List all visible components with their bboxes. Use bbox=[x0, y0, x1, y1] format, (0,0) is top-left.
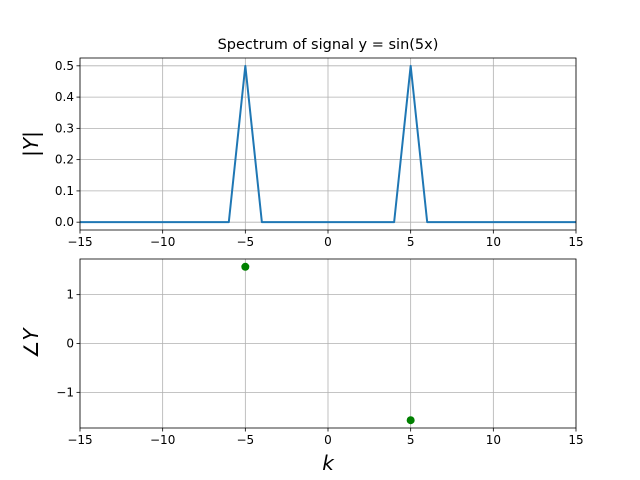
x-tick-label: −5 bbox=[236, 433, 254, 447]
x-tick-label: 0 bbox=[324, 235, 332, 249]
x-tick-label: 10 bbox=[486, 235, 501, 249]
x-tick-label: −15 bbox=[67, 235, 92, 249]
data-point bbox=[241, 262, 250, 271]
y-axis-label: |Y| bbox=[19, 131, 43, 157]
y-ticks: −1 0 1 bbox=[56, 288, 80, 399]
y-tick-label: 0.1 bbox=[55, 184, 74, 198]
series-line bbox=[80, 64, 576, 224]
x-tick-label: 5 bbox=[407, 235, 415, 249]
x-tick-label: −15 bbox=[67, 433, 92, 447]
chart-title: Spectrum of signal y = sin(5x) bbox=[218, 37, 439, 53]
series bbox=[241, 262, 415, 425]
grid bbox=[79, 58, 577, 230]
x-tick-label: 15 bbox=[568, 235, 583, 249]
data-point bbox=[406, 416, 415, 425]
y-tick-label: 0.3 bbox=[55, 121, 74, 135]
x-ticks: −15 −10 −5 0 5 10 15 bbox=[67, 230, 584, 249]
y-tick-label: 1 bbox=[66, 288, 74, 302]
y-tick-label: 0 bbox=[66, 337, 74, 351]
y-tick-label: 0.5 bbox=[55, 59, 74, 73]
x-tick-label: 10 bbox=[486, 433, 501, 447]
x-tick-label: 5 bbox=[407, 433, 415, 447]
x-tick-label: 15 bbox=[568, 433, 583, 447]
x-tick-label: −10 bbox=[150, 235, 175, 249]
x-ticks: −15 −10 −5 0 5 10 15 bbox=[67, 428, 584, 447]
x-tick-label: −5 bbox=[236, 235, 254, 249]
y-tick-label: 0.2 bbox=[55, 153, 74, 167]
series bbox=[80, 64, 576, 224]
grid bbox=[79, 259, 577, 428]
x-tick-label: 0 bbox=[324, 433, 332, 447]
y-ticks: 0.0 0.1 0.2 0.3 0.4 0.5 bbox=[55, 59, 80, 229]
y-tick-label: 0.4 bbox=[55, 90, 74, 104]
x-axis-label: k bbox=[322, 451, 335, 475]
y-tick-label: 0.0 bbox=[55, 215, 74, 229]
y-axis-label: ∠Y bbox=[19, 327, 43, 359]
y-tick-label: −1 bbox=[56, 385, 74, 399]
axes-1: −15 −10 −5 0 5 10 15 0.0 0.1 0.2 0.3 0.4 0.5 Spectrum… bbox=[19, 37, 584, 249]
x-tick-label: −10 bbox=[150, 433, 175, 447]
